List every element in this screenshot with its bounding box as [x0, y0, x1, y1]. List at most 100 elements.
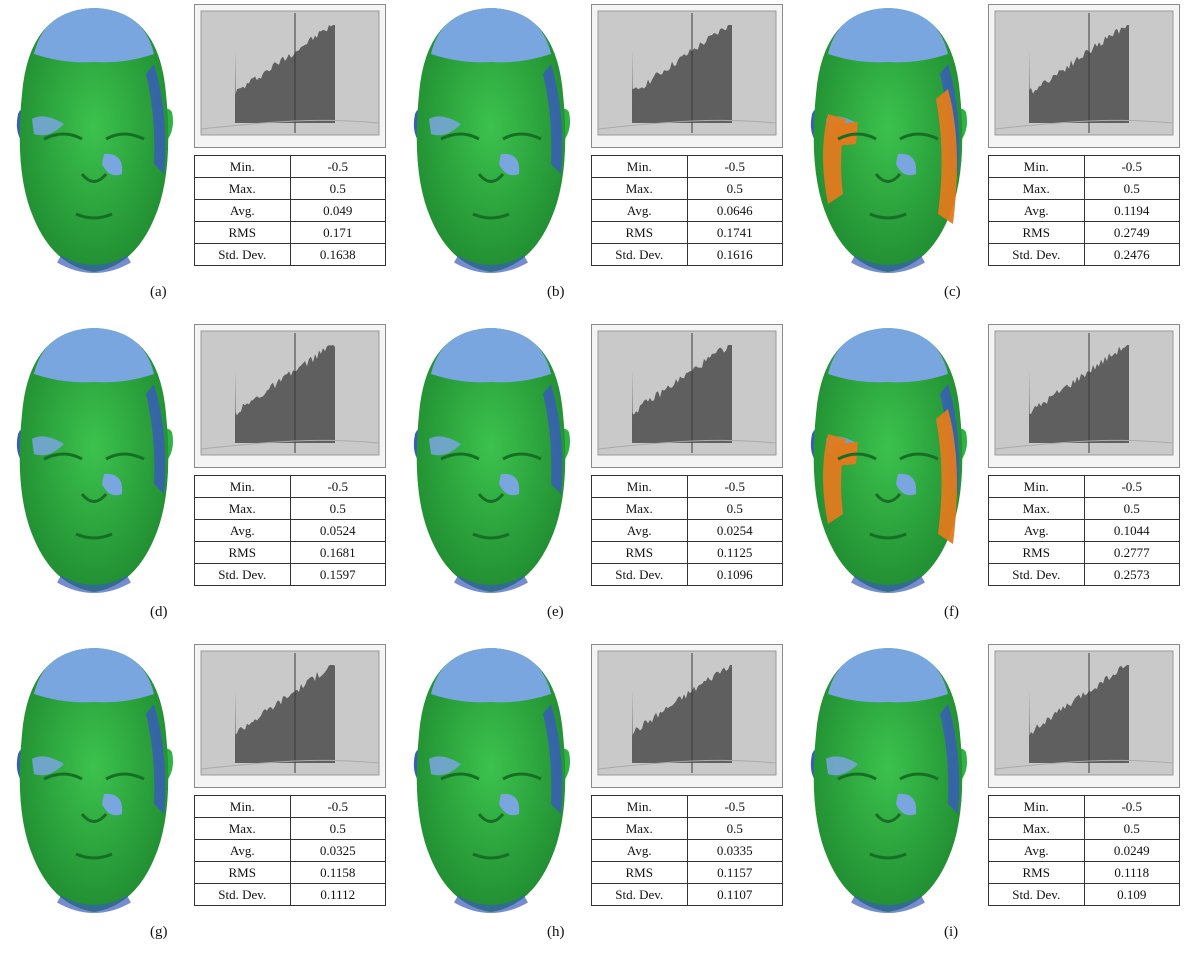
stat-label: Max. [988, 497, 1085, 520]
stats-row: Max. 0.5 [591, 497, 783, 520]
stat-value: -0.5 [686, 155, 783, 178]
stat-label: Min. [194, 795, 291, 818]
panel-caption: (c) [944, 284, 961, 300]
histogram-image [591, 4, 783, 148]
stat-value: 0.1638 [289, 243, 386, 266]
stat-label: Min. [988, 475, 1085, 498]
stat-label: Avg. [194, 839, 291, 862]
stat-value: -0.5 [1083, 795, 1180, 818]
stat-value: 0.2749 [1083, 221, 1180, 244]
panel-a: Min. -0.5 Max. 0.5 Avg. 0.049 RMS 0.171 Std. Dev… [0, 0, 397, 319]
stat-value: 0.1044 [1083, 519, 1180, 542]
stat-label: RMS [988, 861, 1085, 884]
stats-row: Min. -0.5 [194, 795, 386, 818]
stat-label: RMS [591, 221, 688, 244]
stat-value: 0.1157 [686, 861, 783, 884]
panel-d: Min. -0.5 Max. 0.5 Avg. 0.0524 RMS 0.1681 Std. D… [0, 320, 397, 639]
panel-c: Min. -0.5 Max. 0.5 Avg. 0.1194 RMS 0.2749 Std. D… [794, 0, 1191, 319]
stat-value: -0.5 [289, 795, 386, 818]
stats-table: Min. -0.5 Max. 0.5 Avg. 0.0249 RMS 0.1118 Std. D… [988, 795, 1180, 906]
stat-value: -0.5 [1083, 475, 1180, 498]
stats-row: Max. 0.5 [194, 177, 386, 200]
stats-row: Max. 0.5 [988, 177, 1180, 200]
panel-caption: (a) [150, 284, 167, 300]
panel-caption: (d) [150, 604, 168, 620]
stat-value: 0.1597 [289, 563, 386, 586]
panel-f: Min. -0.5 Max. 0.5 Avg. 0.1044 RMS 0.2777 Std. D… [794, 320, 1191, 639]
stat-label: Max. [988, 817, 1085, 840]
stat-label: Max. [591, 177, 688, 200]
stat-label: RMS [591, 541, 688, 564]
head-deviation-map-image [4, 644, 184, 924]
stat-label: Std. Dev. [988, 883, 1085, 906]
stat-value: 0.0524 [289, 519, 386, 542]
stat-label: Avg. [591, 199, 688, 222]
panel-caption: (h) [547, 924, 565, 940]
stat-label: Max. [591, 497, 688, 520]
stat-value: 0.171 [289, 221, 386, 244]
stat-label: Max. [194, 497, 291, 520]
stat-label: Avg. [988, 839, 1085, 862]
stats-table: Min. -0.5 Max. 0.5 Avg. 0.0254 RMS 0.1125 Std. D… [591, 475, 783, 586]
stats-table: Min. -0.5 Max. 0.5 Avg. 0.1194 RMS 0.2749 Std. D… [988, 155, 1180, 266]
stats-row: Min. -0.5 [988, 475, 1180, 498]
stat-value: 0.5 [1083, 497, 1180, 520]
stats-row: Std. Dev. 0.2573 [988, 563, 1180, 586]
panel-caption: (f) [944, 604, 959, 620]
stat-value: 0.109 [1083, 883, 1180, 906]
stat-label: RMS [988, 221, 1085, 244]
stat-label: RMS [194, 541, 291, 564]
histogram-image [988, 644, 1180, 788]
stat-label: Std. Dev. [194, 563, 291, 586]
head-deviation-map-image [401, 4, 581, 284]
stat-label: Min. [591, 795, 688, 818]
stats-row: Avg. 0.0524 [194, 519, 386, 542]
histogram-image [194, 324, 386, 468]
panel-e: Min. -0.5 Max. 0.5 Avg. 0.0254 RMS 0.1125 Std. D… [397, 320, 794, 639]
stat-label: Avg. [194, 519, 291, 542]
stat-label: Min. [591, 155, 688, 178]
histogram-image [194, 4, 386, 148]
stat-label: RMS [988, 541, 1085, 564]
stats-row: Min. -0.5 [591, 795, 783, 818]
stats-row: Std. Dev. 0.1096 [591, 563, 783, 586]
stats-row: RMS 0.1681 [194, 541, 386, 564]
head-deviation-map-image [798, 324, 978, 604]
stat-label: Avg. [988, 199, 1085, 222]
stats-table: Min. -0.5 Max. 0.5 Avg. 0.0325 RMS 0.1158 Std. D… [194, 795, 386, 906]
stats-row: Avg. 0.0249 [988, 839, 1180, 862]
stat-value: 0.1194 [1083, 199, 1180, 222]
stat-value: 0.0335 [686, 839, 783, 862]
stat-label: RMS [591, 861, 688, 884]
stat-label: Max. [988, 177, 1085, 200]
stat-label: Avg. [591, 519, 688, 542]
stat-label: Min. [194, 155, 291, 178]
stats-row: Avg. 0.049 [194, 199, 386, 222]
stat-value: 0.5 [289, 177, 386, 200]
panel-g: Min. -0.5 Max. 0.5 Avg. 0.0325 RMS 0.1158 Std. D… [0, 640, 397, 959]
histogram-image [988, 324, 1180, 468]
stat-value: 0.1741 [686, 221, 783, 244]
stat-label: Min. [194, 475, 291, 498]
stats-row: Min. -0.5 [988, 795, 1180, 818]
stat-value: 0.1107 [686, 883, 783, 906]
stats-row: Avg. 0.0254 [591, 519, 783, 542]
stats-row: Min. -0.5 [194, 155, 386, 178]
stat-label: Std. Dev. [194, 243, 291, 266]
stats-row: Max. 0.5 [591, 177, 783, 200]
stats-table: Min. -0.5 Max. 0.5 Avg. 0.049 RMS 0.171 Std. Dev… [194, 155, 386, 266]
stat-value: -0.5 [289, 155, 386, 178]
stat-value: 0.5 [1083, 177, 1180, 200]
stat-label: Min. [988, 795, 1085, 818]
stats-row: Min. -0.5 [194, 475, 386, 498]
histogram-image [591, 644, 783, 788]
stats-row: RMS 0.171 [194, 221, 386, 244]
stats-row: Avg. 0.0325 [194, 839, 386, 862]
stats-table: Min. -0.5 Max. 0.5 Avg. 0.0335 RMS 0.1157 Std. D… [591, 795, 783, 906]
stat-value: 0.1096 [686, 563, 783, 586]
panel-b: Min. -0.5 Max. 0.5 Avg. 0.0646 RMS 0.1741 Std. D… [397, 0, 794, 319]
stats-row: Std. Dev. 0.1112 [194, 883, 386, 906]
stats-row: Avg. 0.1194 [988, 199, 1180, 222]
stats-row: Std. Dev. 0.1616 [591, 243, 783, 266]
stat-label: RMS [194, 861, 291, 884]
